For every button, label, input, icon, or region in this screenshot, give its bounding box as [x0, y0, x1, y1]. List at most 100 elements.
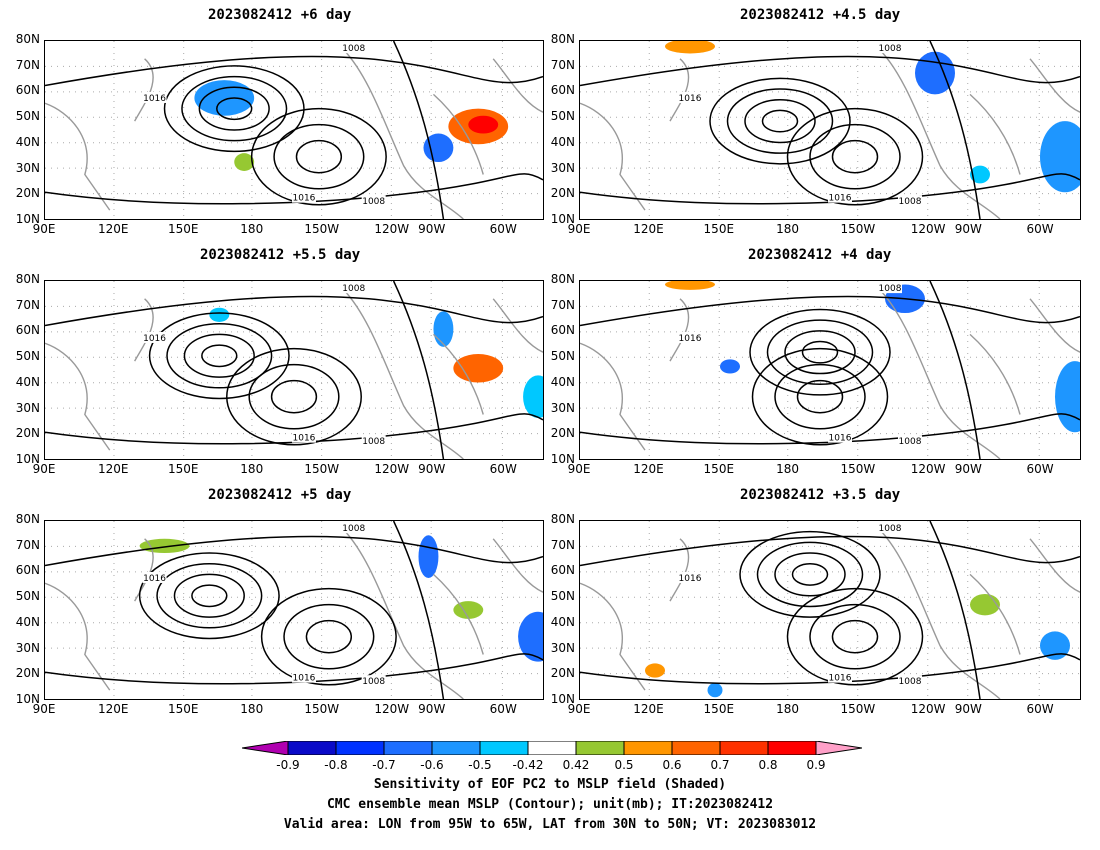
sensitivity-shading: [915, 51, 955, 95]
lat-label: 50N: [15, 109, 40, 124]
lon-label: 120W: [910, 702, 946, 716]
colorbar-swatch: [671, 741, 721, 755]
lon-label: 90W: [418, 222, 446, 236]
colorbar-label: 0.42: [562, 758, 590, 772]
lon-label: 180: [240, 222, 264, 236]
lon-label: 90W: [954, 222, 982, 236]
colorbar-label: -0.42: [512, 758, 544, 772]
colorbar-label: -0.6: [420, 758, 444, 772]
panel-title-2: 2023082412 +4.5 day: [740, 7, 901, 23]
colorbar-swatch: [479, 741, 529, 755]
lon-label: 180: [240, 702, 264, 716]
lat-label: 30N: [550, 640, 575, 655]
colorbar-label: -0.8: [324, 758, 348, 772]
lat-label: 40N: [550, 614, 575, 629]
lat-label: 70N: [15, 57, 40, 72]
lat-label: 80N: [550, 512, 575, 526]
map-panel-2: 1008 1016 1008 1016: [579, 40, 1081, 220]
lat-label: 20N: [15, 426, 40, 441]
lat-label: 30N: [15, 400, 40, 415]
lon-label: 90W: [954, 702, 982, 716]
lon-label: 150W: [840, 462, 876, 476]
colorbar-label: -0.7: [372, 758, 396, 772]
lon-label: 150E: [168, 702, 199, 716]
sensitivity-shading: [720, 359, 740, 374]
colorbar-swatch: [623, 741, 673, 755]
colorbar-swatch: [287, 741, 337, 755]
contour-label: 1016: [293, 194, 316, 204]
lon-label: 90W: [418, 702, 446, 716]
colorbar-label: -0.9: [276, 758, 300, 772]
colorbar-swatch: [575, 741, 625, 755]
colorbar-swatch: [335, 741, 385, 755]
contour-label: 1008: [879, 524, 902, 534]
sensitivity-shading: [453, 353, 504, 383]
colorbar-swatch: [431, 741, 481, 755]
contour-label: 1008: [342, 284, 365, 294]
contour-label: 1008: [879, 44, 902, 54]
lat-label: 10N: [550, 452, 575, 466]
contour-label: 1008: [362, 437, 385, 447]
caption-line-3: Valid area: LON from 95W to 65W, LAT fro…: [283, 817, 817, 832]
sensitivity-shading: [234, 153, 255, 171]
lat-label: 10N: [15, 452, 40, 466]
contour-label: 1016: [143, 574, 166, 584]
contour-label: 1008: [899, 437, 922, 447]
lon-label: 90E: [32, 462, 56, 476]
lat-label: 40N: [15, 134, 40, 149]
lat-label: 10N: [15, 212, 40, 226]
colorbar-swatch: [242, 741, 289, 755]
lon-label: 90E: [567, 222, 591, 236]
lat-label: 80N: [15, 272, 40, 286]
lat-label: 40N: [15, 374, 40, 389]
lon-label: 120W: [374, 222, 410, 236]
lon-label: 150W: [304, 702, 340, 716]
sensitivity-shading: [1055, 361, 1080, 433]
caption-line-1: Sensitivity of EOF PC2 to MSLP field (Sh…: [373, 777, 727, 792]
lat-label: 50N: [15, 589, 40, 604]
lon-label: 60W: [1026, 702, 1054, 716]
lat-label: 20N: [550, 666, 575, 681]
colorbar-swatch: [767, 741, 817, 755]
lat-label: 50N: [15, 349, 40, 364]
sensitivity-shading: [1040, 121, 1080, 193]
panel-title-4: 2023082412 +4 day: [748, 247, 892, 263]
lat-label: 10N: [550, 692, 575, 706]
lat-label: 40N: [550, 134, 575, 149]
lon-label: 150E: [703, 702, 735, 716]
lon-label: 150W: [840, 222, 876, 236]
lon-label: 90E: [32, 222, 56, 236]
sensitivity-shading: [970, 165, 990, 184]
colorbar-label: 0.5: [614, 758, 634, 772]
sensitivity-shading: [453, 601, 484, 619]
colorbar-label: 0.8: [758, 758, 778, 772]
lon-label: 120E: [633, 462, 664, 476]
lat-label: 60N: [15, 83, 40, 98]
lat-label: 70N: [550, 537, 575, 552]
contour-label: 1016: [293, 674, 316, 684]
colorbar-label: 0.9: [806, 758, 826, 772]
contour-label: 1016: [829, 674, 852, 684]
lat-label: 20N: [15, 666, 40, 681]
coastline: [45, 49, 543, 219]
lat-label: 20N: [15, 186, 40, 201]
sensitivity-shading: [518, 611, 543, 662]
lat-label: 60N: [550, 83, 575, 98]
lon-label: 120E: [98, 222, 129, 236]
coastline: [580, 529, 1080, 699]
contour-label: 1016: [679, 574, 702, 584]
lon-label: 60W: [489, 702, 517, 716]
sensitivity-shading: [194, 80, 255, 116]
map-panel-5: 1008 1016 1008 1016: [44, 520, 544, 700]
caption-line-2: CMC ensemble mean MSLP (Contour); unit(m…: [326, 797, 774, 812]
lon-label: 180: [776, 702, 800, 716]
lat-label: 20N: [550, 426, 575, 441]
coastline: [45, 289, 543, 459]
lon-label: 150E: [168, 462, 199, 476]
lat-label: 40N: [550, 374, 575, 389]
coastline: [580, 49, 1080, 219]
lon-label: 150W: [840, 702, 876, 716]
lon-label: 90W: [418, 462, 446, 476]
lon-label: 120W: [374, 462, 410, 476]
lat-label: 80N: [550, 32, 575, 46]
